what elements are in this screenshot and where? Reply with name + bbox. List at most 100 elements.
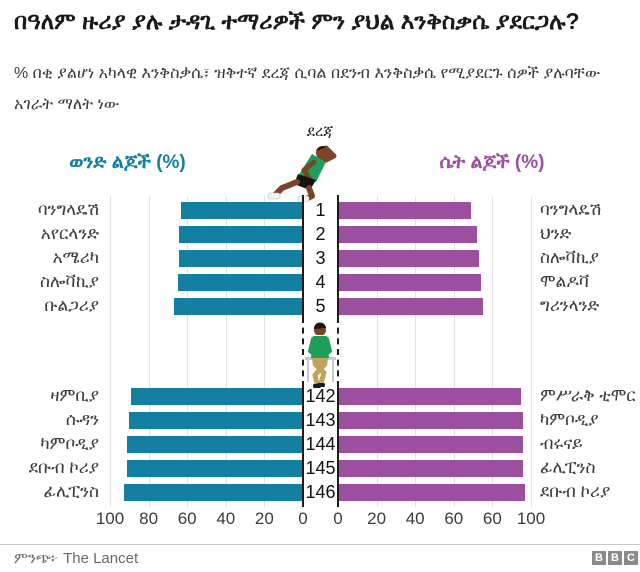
person-sitting-on-bench-icon	[302, 321, 339, 389]
gridline-left	[225, 196, 227, 507]
page-subtitle: % በቂ ያልሆነ አካላዊ እንቅስቃሴ፣ ዝቅተኛ ደረጃ ሲባል በደንብ…	[14, 65, 601, 113]
rank-number: 145	[305, 458, 336, 478]
country-label-boys: ቡልጋሪያ	[44, 296, 99, 315]
rank-number: 5	[315, 296, 326, 316]
bar-boys-rank-1	[181, 202, 303, 219]
chart-row-bottom: ፊሊፒንስ 146 ደቡብ ኮሪያ	[0, 481, 640, 505]
bbc-logo: B B C	[592, 551, 638, 565]
axis-tick-left: 40	[216, 509, 236, 528]
source-credit: ምንጭ፦ The Lancet	[14, 550, 139, 567]
country-label-girls: ስሎቫኪያ	[540, 248, 600, 267]
gridline-right	[415, 196, 417, 507]
rank-number: 2	[315, 224, 326, 244]
gridline-left	[110, 196, 111, 507]
country-label-boys: አየርላንድ	[40, 224, 99, 243]
rank-number: 144	[305, 434, 336, 454]
axis-tick-left: 0	[298, 509, 308, 528]
bar-boys-rank-3	[179, 250, 303, 267]
gridline-right	[531, 196, 532, 507]
bbc-logo-block: B	[592, 551, 606, 565]
right-axis-line-dashed	[337, 317, 339, 387]
country-label-girls: ግሪንላንድ	[540, 296, 600, 315]
gridline-left	[187, 196, 189, 507]
bar-boys-rank-144	[127, 436, 303, 453]
bar-girls-rank-144	[338, 436, 524, 453]
axis-tick-right: 0	[333, 509, 343, 528]
rank-number: 1	[315, 200, 326, 220]
country-label-girls: ብሩናይ	[540, 434, 583, 453]
country-label-boys: ዛምቢያ	[50, 386, 99, 405]
chart-row-bottom: ዛምቢያ 142 ምሥራቅ ቲሞር	[0, 385, 640, 409]
country-label-girls: ካምቦዲያ	[540, 410, 599, 429]
country-label-boys: ደቡብ ኮሪያ	[28, 458, 99, 477]
bar-boys-rank-4	[177, 274, 303, 291]
bbc-logo-block: C	[624, 551, 638, 565]
gridline-right	[376, 196, 378, 507]
bar-boys-rank-142	[131, 388, 303, 405]
gridline-right	[492, 196, 494, 507]
country-label-boys: ፊሊፒንስ	[43, 482, 99, 501]
bar-girls-rank-1	[338, 202, 472, 219]
bar-girls-rank-146	[338, 484, 526, 501]
footer-divider	[0, 544, 640, 545]
rank-number: 3	[315, 248, 326, 268]
bar-girls-rank-2	[338, 226, 477, 243]
bar-girls-rank-5	[338, 298, 483, 315]
left-axis-line-dashed	[302, 317, 304, 387]
bar-girls-rank-145	[338, 460, 524, 477]
left-axis-line-bottom	[302, 387, 304, 507]
bar-boys-rank-145	[127, 460, 303, 477]
chart-row-top: ቡልጋሪያ 5 ግሪንላንድ	[0, 295, 640, 319]
bar-boys-rank-2	[179, 226, 303, 243]
bbc-logo-block: B	[608, 551, 622, 565]
bar-boys-rank-5	[173, 298, 303, 315]
rank-number: 146	[305, 482, 336, 502]
axis-tick-right: 60	[482, 509, 502, 528]
gridline-left	[148, 196, 150, 507]
bar-boys-rank-146	[123, 484, 303, 501]
rank-number: 4	[315, 272, 326, 292]
axis-tick-right: 20	[367, 509, 387, 528]
country-label-girls: ባንግላዴሽ	[540, 200, 602, 219]
gridline-left	[264, 196, 266, 507]
country-label-boys: ባንግላዴሽ	[37, 200, 99, 219]
country-label-boys: አሜሪካ	[52, 248, 99, 267]
chart-row-bottom: ሱዳን 143 ካምቦዲያ	[0, 409, 640, 433]
axis-tick-left: 60	[177, 509, 197, 528]
girls-column-header: ሴት ልጆች (%)	[439, 152, 545, 173]
axis-tick-left: 80	[139, 509, 159, 528]
country-label-girls: ህንድ	[540, 224, 572, 243]
bar-girls-rank-142	[338, 388, 522, 405]
country-label-girls: ምሥራቅ ቲሞር	[540, 386, 636, 405]
axis-tick-left: 100	[95, 509, 125, 528]
page-title: በዓለም ዙሪያ ያሉ ታዳጊ ተማሪዎች ምን ያህል እንቅስቃሴ ያደርጋ…	[14, 8, 580, 34]
chart-row-top: ስሎቫኪያ 4 ሞልዶቫ	[0, 271, 640, 295]
country-label-boys: ሱዳን	[65, 410, 99, 429]
bar-girls-rank-3	[338, 250, 479, 267]
bar-girls-rank-4	[338, 274, 481, 291]
chart-row-bottom: ካምቦዲያ 144 ብሩናይ	[0, 433, 640, 457]
axis-tick-right: 100	[516, 509, 546, 528]
country-label-girls: ሞልዶቫ	[540, 272, 590, 291]
axis-tick-left: 20	[254, 509, 274, 528]
boys-column-header: ወንድ ልጆች (%)	[69, 152, 186, 173]
chart-row-bottom: ደቡብ ኮሪያ 145 ፊሊፒንስ	[0, 457, 640, 481]
chart-row-top: ባንግላዴሽ 1 ባንግላዴሽ	[0, 199, 640, 223]
bar-girls-rank-143	[338, 412, 524, 429]
right-axis-line-bottom	[337, 387, 339, 507]
rank-column-label: ደረጃ	[306, 123, 334, 140]
axis-tick-right: 40	[405, 509, 425, 528]
country-label-girls: ፊሊፒንስ	[540, 458, 596, 477]
country-label-boys: ስሎቫኪያ	[39, 272, 99, 291]
sprinting-runner-icon	[266, 140, 346, 202]
right-axis-line-top	[337, 195, 339, 317]
gridline-right	[453, 196, 455, 507]
country-label-girls: ደቡብ ኮሪያ	[540, 482, 611, 501]
chart-row-top: አሜሪካ 3 ስሎቫኪያ	[0, 247, 640, 271]
rank-number: 143	[305, 410, 336, 430]
left-axis-line-top	[302, 195, 304, 317]
chart-row-top: አየርላንድ 2 ህንድ	[0, 223, 640, 247]
axis-tick-right: 60	[444, 509, 464, 528]
rank-number: 142	[305, 386, 336, 406]
